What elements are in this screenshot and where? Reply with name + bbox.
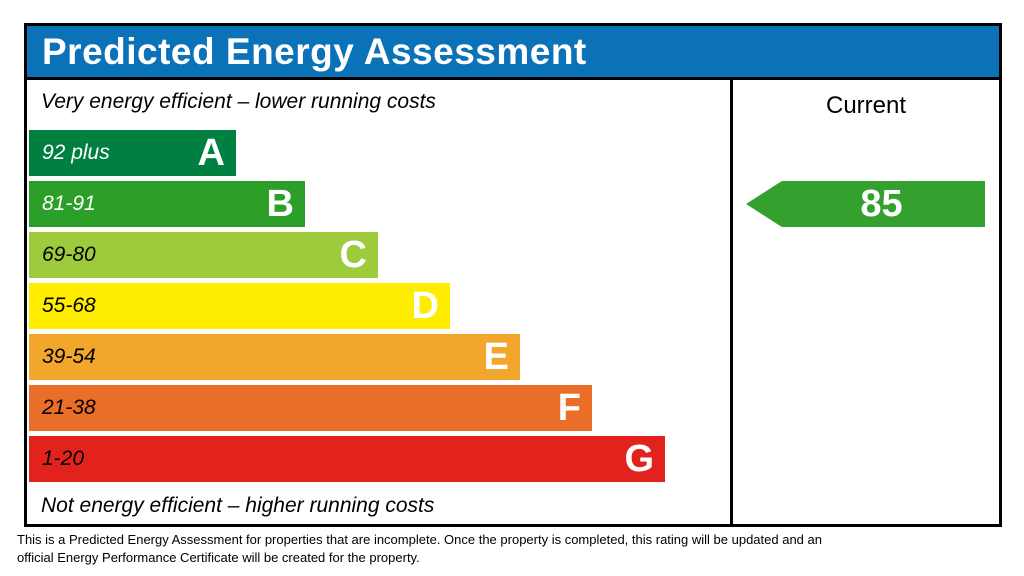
band-letter: A: [197, 132, 225, 174]
footer-note-line1: This is a Predicted Energy Assessment fo…: [17, 532, 822, 547]
footer-note: This is a Predicted Energy Assessment fo…: [17, 531, 822, 566]
page-title: Predicted Energy Assessment: [42, 30, 587, 72]
band-range-label: 81-91: [42, 192, 96, 215]
band-range-label: 69-80: [42, 243, 96, 266]
band-letter: B: [266, 183, 294, 225]
current-rating-value: 85: [860, 183, 903, 225]
bands: 92 plus A 81-91 B 69-80 C 55-68 D 39-54 …: [29, 130, 665, 487]
rating-scale-column: Very energy efficient – lower running co…: [27, 80, 733, 524]
footer-note-line2: official Energy Performance Certificate …: [17, 549, 420, 565]
band-row: 21-38 F: [29, 385, 592, 431]
band-range-label: 39-54: [42, 345, 96, 368]
band-range-label: 1-20: [42, 447, 85, 470]
band-row: 69-80 C: [29, 232, 378, 278]
current-rating-arrow: 85: [746, 181, 985, 227]
caption-efficient: Very energy efficient – lower running co…: [41, 90, 436, 113]
caption-not-efficient: Not energy efficient – higher running co…: [41, 494, 435, 517]
band-letter: F: [557, 387, 581, 429]
band-range-label: 55-68: [42, 294, 96, 317]
band-row: 39-54 E: [29, 334, 520, 380]
epc-body: Very energy efficient – lower running co…: [27, 80, 999, 524]
band-range-label: 92 plus: [42, 141, 110, 164]
band-letter: C: [339, 234, 367, 276]
band-letter: E: [483, 336, 509, 378]
epc-table: Predicted Energy Assessment Very energy …: [24, 23, 1002, 527]
band-row: 92 plus A: [29, 130, 236, 176]
band-letter: D: [411, 285, 439, 327]
current-column-header: Current: [825, 92, 907, 119]
band-row: 1-20 G: [29, 436, 665, 482]
band-letter: G: [624, 438, 654, 480]
title-bar: Predicted Energy Assessment: [27, 26, 999, 80]
current-column: Current 85: [733, 80, 999, 524]
band-row: 81-91 B: [29, 181, 305, 227]
band-row: 55-68 D: [29, 283, 450, 329]
band-range-label: 21-38: [42, 396, 96, 419]
